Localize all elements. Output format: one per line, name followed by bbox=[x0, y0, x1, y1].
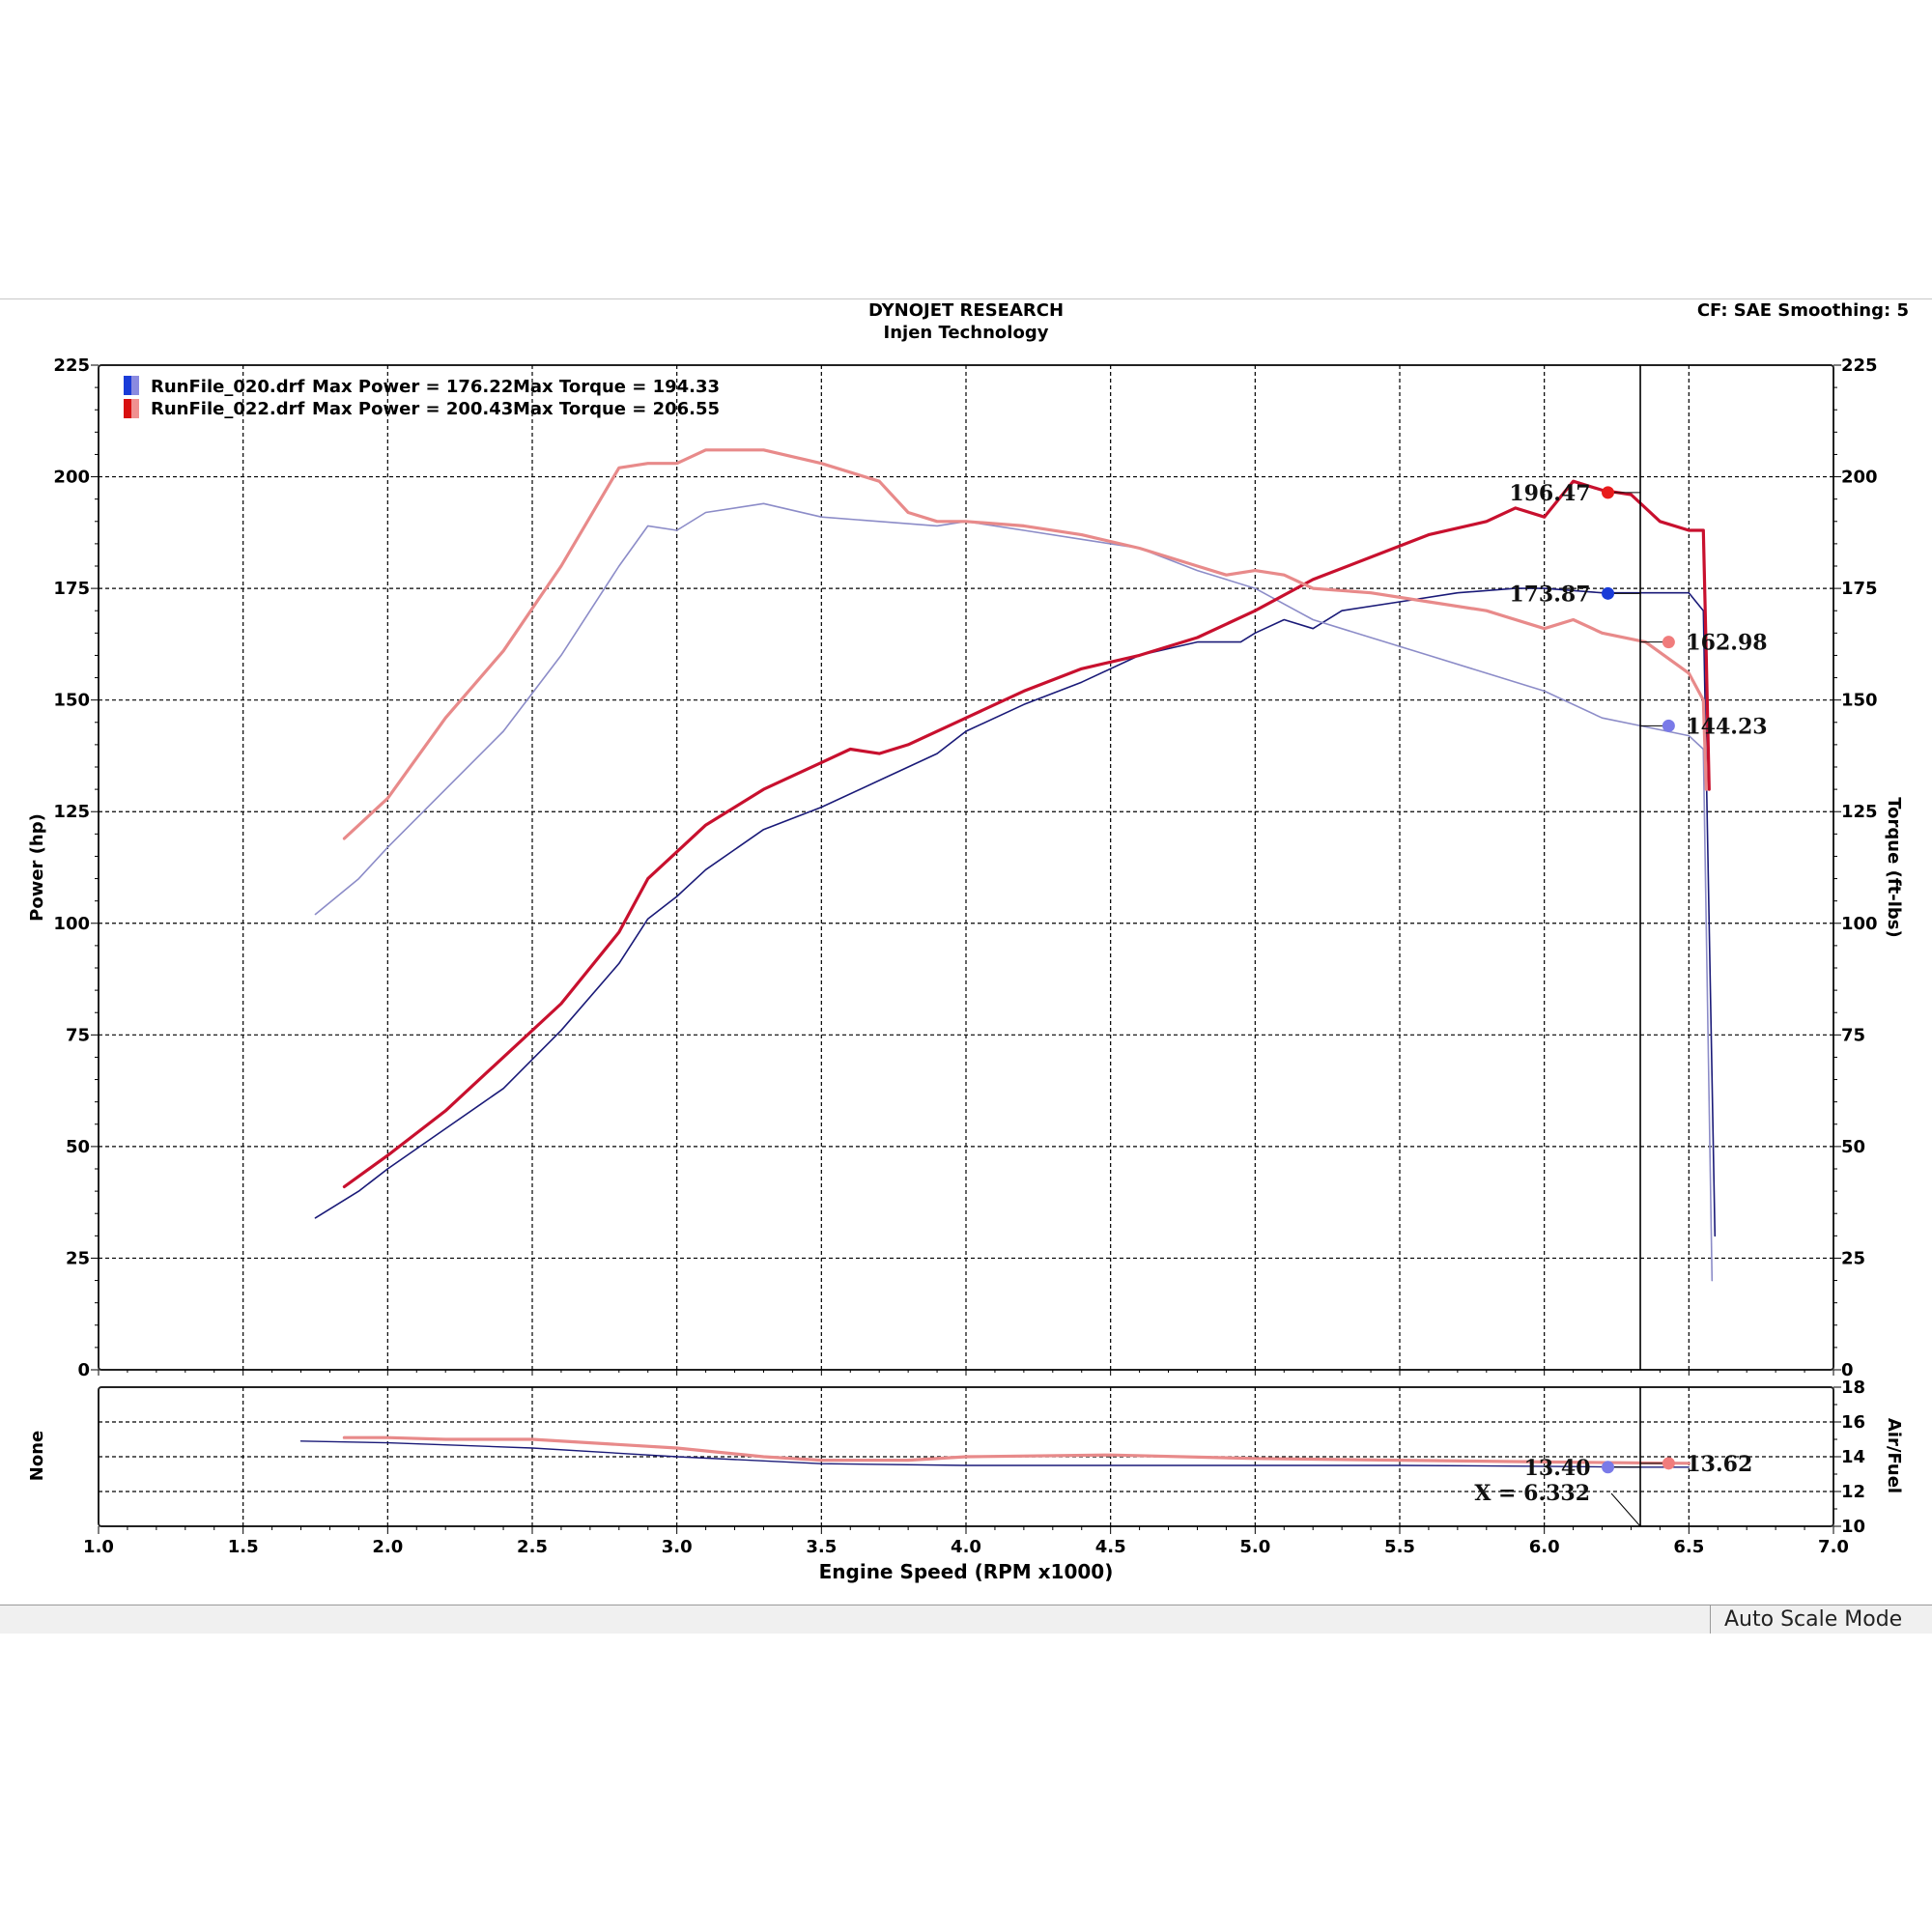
y-right-tick-label: 0 bbox=[1841, 1360, 1854, 1380]
afr-right-tick-label: 18 bbox=[1841, 1378, 1865, 1398]
x-tick-label: 3.5 bbox=[806, 1537, 837, 1557]
x-tick-label: 1.5 bbox=[228, 1537, 259, 1557]
run-020-torque-line bbox=[314, 502, 1714, 1282]
y-right-tick-label: 225 bbox=[1841, 355, 1878, 376]
afr-right-tick-label: 14 bbox=[1841, 1447, 1865, 1467]
y-left-tick-label: 25 bbox=[66, 1248, 90, 1268]
y-right-tick-label: 175 bbox=[1841, 579, 1878, 599]
y-right-tick-label: 150 bbox=[1841, 691, 1878, 711]
y-left-tick-label: 200 bbox=[53, 468, 90, 488]
x-tick-label: 7.0 bbox=[1818, 1537, 1849, 1557]
legend-swatch-red-dark bbox=[124, 399, 131, 418]
afr-plot-series bbox=[299, 1435, 1690, 1468]
x-tick-label: 2.0 bbox=[372, 1537, 403, 1557]
y-right-tick-label: 200 bbox=[1841, 468, 1878, 488]
y-right-tick-label: 125 bbox=[1841, 802, 1878, 822]
x-tick-label: 2.5 bbox=[517, 1537, 548, 1557]
run-022-torque-line bbox=[342, 448, 1708, 840]
y-left-tick-label: 150 bbox=[53, 691, 90, 711]
y-left-tick-label: 100 bbox=[53, 914, 90, 934]
rpm-cursor[interactable]: X = 6.332 bbox=[1474, 365, 1641, 1527]
legend-run-022-power: Max Power = 200.43 bbox=[312, 399, 513, 419]
afr-plot-annotations: 13.40 13.62 bbox=[1524, 1452, 1753, 1481]
y-left-tick-label: 175 bbox=[53, 579, 90, 599]
dyno-chart-window: DYNOJET RESEARCH Injen Technology CF: SA… bbox=[0, 298, 1932, 1634]
run-020-afr-line bbox=[299, 1440, 1690, 1468]
annotation-marker bbox=[1662, 636, 1675, 649]
y-right-tick-label: 100 bbox=[1841, 914, 1878, 934]
x-tick-label: 4.0 bbox=[951, 1537, 981, 1557]
x-axis-label: Engine Speed (RPM x1000) bbox=[819, 1560, 1114, 1583]
y-left-tick-label: 50 bbox=[66, 1137, 90, 1157]
chart-title: DYNOJET RESEARCH bbox=[868, 300, 1064, 321]
afr-annotation-value-label: 13.62 bbox=[1686, 1452, 1752, 1477]
legend-swatch-red-light bbox=[131, 399, 139, 418]
y-right-tick-label: 50 bbox=[1841, 1137, 1865, 1157]
x-tick-label: 6.5 bbox=[1673, 1537, 1704, 1557]
x-tick-label: 6.0 bbox=[1529, 1537, 1560, 1557]
run-022-afr-line bbox=[342, 1435, 1690, 1465]
chart-settings: CF: SAE Smoothing: 5 bbox=[1697, 300, 1909, 321]
legend-run-020-file: RunFile_020.drf bbox=[151, 377, 305, 397]
chart-subtitle: Injen Technology bbox=[884, 323, 1049, 343]
afr-right-label: Air/Fuel bbox=[1884, 1418, 1904, 1493]
y-right-tick-label: 25 bbox=[1841, 1248, 1865, 1268]
cursor-x-label: X = 6.332 bbox=[1474, 1481, 1590, 1506]
afr-annotation-marker bbox=[1662, 1457, 1675, 1470]
dyno-chart: DYNOJET RESEARCH Injen Technology CF: SA… bbox=[27, 300, 1909, 1583]
afr-annotation-value-label: 13.40 bbox=[1524, 1456, 1591, 1481]
legend-run-022-torque: Max Torque = 206.55 bbox=[513, 399, 720, 419]
main-plot-ticks: 0 0 25 25 50 50 75 75 100 100 125 125 150 150 175 175 20… bbox=[53, 355, 1877, 1380]
annotation-value-label: 173.87 bbox=[1509, 582, 1590, 607]
legend-run-020-power: Max Power = 176.22 bbox=[312, 377, 513, 397]
cursor-label-leader bbox=[1610, 1492, 1641, 1527]
afr-plot-ticks: 10 12 14 16 18 bbox=[1833, 1378, 1865, 1537]
x-tick-label: 4.5 bbox=[1095, 1537, 1126, 1557]
annotation-marker bbox=[1602, 586, 1615, 600]
annotation-marker bbox=[1602, 486, 1615, 499]
x-tick-label: 5.5 bbox=[1384, 1537, 1415, 1557]
annotation-marker bbox=[1662, 719, 1675, 732]
legend-swatch-blue-dark bbox=[124, 376, 131, 395]
afr-annotation-marker bbox=[1602, 1461, 1615, 1474]
y-axis-left-label: Power (hp) bbox=[27, 813, 47, 922]
x-tick-label: 5.0 bbox=[1239, 1537, 1270, 1557]
y-left-tick-label: 225 bbox=[53, 355, 90, 376]
status-bar: Auto Scale Mode bbox=[0, 1605, 1932, 1634]
legend-run-022-file: RunFile_022.drf bbox=[151, 399, 305, 419]
afr-left-label: None bbox=[27, 1431, 47, 1481]
y-axis-right-label: Torque (ft-lbs) bbox=[1884, 797, 1904, 937]
run-020-power-line bbox=[314, 587, 1717, 1237]
legend-run-020-torque: Max Torque = 194.33 bbox=[513, 377, 720, 397]
main-plot-annotations: 196.47 173.87 162.98 144.23 bbox=[1509, 481, 1767, 739]
y-left-tick-label: 75 bbox=[66, 1025, 90, 1045]
x-tick-label: 1.0 bbox=[83, 1537, 114, 1557]
x-tick-label: 3.0 bbox=[662, 1537, 693, 1557]
afr-right-tick-label: 10 bbox=[1841, 1517, 1865, 1537]
afr-right-tick-label: 16 bbox=[1841, 1412, 1865, 1433]
afr-right-tick-label: 12 bbox=[1841, 1482, 1865, 1502]
y-left-tick-label: 125 bbox=[53, 802, 90, 822]
legend-swatch-blue-light bbox=[131, 376, 139, 395]
y-right-tick-label: 75 bbox=[1841, 1025, 1865, 1045]
y-left-tick-label: 0 bbox=[77, 1360, 90, 1380]
legend: RunFile_020.drf Max Power = 176.22 Max T… bbox=[124, 376, 720, 419]
annotation-value-label: 162.98 bbox=[1686, 631, 1767, 656]
auto-scale-mode-label[interactable]: Auto Scale Mode bbox=[1710, 1605, 1932, 1634]
x-axis-ticks: 1.0 1.5 2.0 2.5 3.0 3.5 4.0 4.5 5.0 5.5 6.0 6.5 7.0 bbox=[83, 1370, 1849, 1557]
annotation-value-label: 196.47 bbox=[1509, 481, 1590, 506]
main-plot-grid bbox=[99, 365, 1833, 1370]
annotation-value-label: 144.23 bbox=[1686, 714, 1767, 739]
